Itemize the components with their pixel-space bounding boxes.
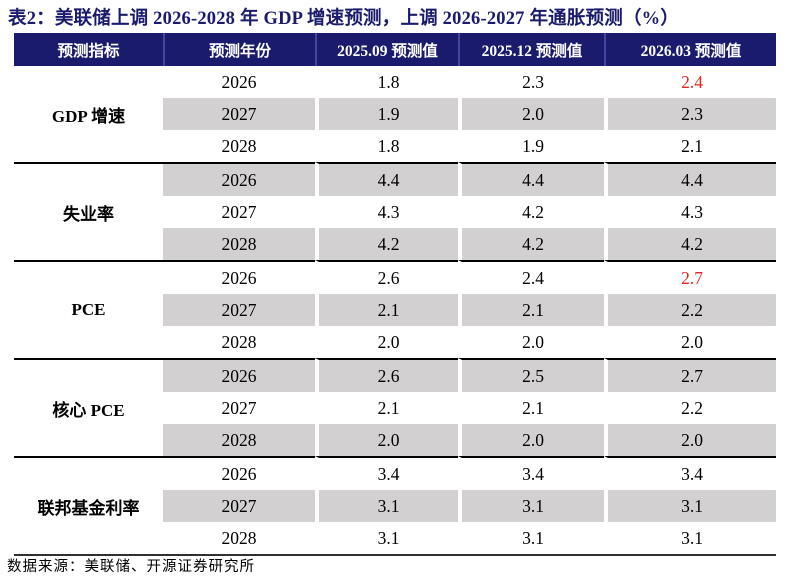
value-cell: 3.4 [458, 456, 604, 490]
indicator-cell: 失业率 [14, 162, 163, 260]
value-cell: 2.4 [458, 260, 604, 294]
table-row: GDP 增速 2026 1.8 2.3 2.4 [14, 66, 776, 162]
table-body: GDP 增速 2026 1.8 2.3 2.4 2027 1.9 2.0 2.3 2028 1.8 1… [14, 66, 776, 554]
table-row: 2028 3.1 3.1 3.1 [14, 522, 776, 554]
value-cell: 3.1 [604, 490, 776, 522]
year-cell: 2026 [163, 358, 315, 392]
column-header-0: 预测指标 [14, 33, 163, 66]
value-cell: 2.0 [604, 326, 776, 358]
value-cell: 2.1 [315, 392, 458, 424]
value-cell: 4.2 [458, 196, 604, 228]
value-cell: 2.5 [458, 358, 604, 392]
value-cell: 4.4 [315, 162, 458, 196]
table-row: 2027 4.3 4.2 4.3 [14, 196, 776, 228]
value-cell: 3.1 [458, 522, 604, 554]
value-cell: 2.0 [315, 326, 458, 358]
value-cell: 2.0 [458, 326, 604, 358]
column-header-4: 2026.03 预测值 [604, 33, 776, 66]
table-row: 核心 PCE 2026 2.6 2.5 2.7 [14, 358, 776, 456]
year-cell: 2027 [163, 196, 315, 228]
year-cell: 2027 [163, 98, 315, 130]
value-cell: 3.1 [315, 490, 458, 522]
value-cell: 4.4 [458, 162, 604, 196]
value-cell: 2.0 [315, 424, 458, 456]
value-cell: 4.4 [604, 162, 776, 196]
value-cell: 1.9 [315, 98, 458, 130]
value-cell: 4.3 [604, 196, 776, 228]
year-cell: 2026 [163, 260, 315, 294]
value-cell: 2.4 [604, 66, 776, 98]
year-cell: 2028 [163, 130, 315, 162]
table-row: 2028 1.8 1.9 2.1 [14, 130, 776, 162]
value-cell: 4.2 [315, 228, 458, 260]
table-row: 失业率 2026 4.4 4.4 4.4 [14, 162, 776, 260]
table-row: 2027 2.1 2.1 2.2 [14, 392, 776, 424]
value-cell: 2.1 [315, 294, 458, 326]
table-row: 2027 2.1 2.1 2.2 [14, 294, 776, 326]
value-cell: 2.0 [458, 98, 604, 130]
year-cell: 2026 [163, 162, 315, 196]
indicator-cell: GDP 增速 [14, 66, 163, 162]
forecast-table: 预测指标 预测年份 2025.09 预测值 2025.12 预测值 2026.03 预测… [14, 33, 776, 556]
year-cell: 2027 [163, 490, 315, 522]
value-cell: 2.1 [458, 294, 604, 326]
value-cell: 2.6 [315, 260, 458, 294]
table-row: 2027 1.9 2.0 2.3 [14, 98, 776, 130]
year-cell: 2028 [163, 424, 315, 456]
value-cell: 2.0 [604, 424, 776, 456]
year-cell: 2028 [163, 326, 315, 358]
indicator-cell: 核心 PCE [14, 358, 163, 456]
value-cell: 2.0 [458, 424, 604, 456]
value-cell: 4.2 [458, 228, 604, 260]
data-source-note: 数据来源：美联储、开源证券研究所 [7, 559, 255, 575]
table-row: PCE 2026 2.6 2.4 2.7 [14, 260, 776, 358]
year-cell: 2028 [163, 228, 315, 260]
value-cell: 1.8 [315, 66, 458, 98]
value-cell: 2.1 [604, 130, 776, 162]
column-header-3: 2025.12 预测值 [458, 33, 604, 66]
year-cell: 2026 [163, 66, 315, 98]
year-cell: 2027 [163, 392, 315, 424]
value-cell: 2.6 [315, 358, 458, 392]
value-cell: 3.1 [315, 522, 458, 554]
indicator-cell: 联邦基金利率 [14, 456, 163, 554]
value-cell: 3.4 [315, 456, 458, 490]
value-cell: 1.9 [458, 130, 604, 162]
column-header-1: 预测年份 [163, 33, 315, 66]
value-cell: 3.1 [458, 490, 604, 522]
value-cell: 4.2 [604, 228, 776, 260]
table-row: 2028 2.0 2.0 2.0 [14, 326, 776, 358]
table-row: 2027 3.1 3.1 3.1 [14, 490, 776, 522]
value-cell: 2.7 [604, 260, 776, 294]
table-title: 表2：美联储上调 2026-2028 年 GDP 增速预测，上调 2026-20… [8, 9, 680, 29]
value-cell: 2.7 [604, 358, 776, 392]
value-cell: 3.4 [604, 456, 776, 490]
value-cell: 4.3 [315, 196, 458, 228]
value-cell: 2.3 [458, 66, 604, 98]
value-cell: 2.2 [604, 294, 776, 326]
table-row: 联邦基金利率 2026 3.4 3.4 3.4 [14, 456, 776, 554]
value-cell: 1.8 [315, 130, 458, 162]
table-header: 预测指标 预测年份 2025.09 预测值 2025.12 预测值 2026.03 预测… [14, 33, 776, 66]
value-cell: 2.2 [604, 392, 776, 424]
header-row: 预测指标 预测年份 2025.09 预测值 2025.12 预测值 2026.03 预测… [14, 33, 776, 66]
table-row: 2028 4.2 4.2 4.2 [14, 228, 776, 260]
value-cell: 2.3 [604, 98, 776, 130]
indicator-cell: PCE [14, 260, 163, 358]
column-header-2: 2025.09 预测值 [315, 33, 458, 66]
table-row: 2028 2.0 2.0 2.0 [14, 424, 776, 456]
year-cell: 2026 [163, 456, 315, 490]
year-cell: 2028 [163, 522, 315, 554]
value-cell: 2.1 [458, 392, 604, 424]
year-cell: 2027 [163, 294, 315, 326]
value-cell: 3.1 [604, 522, 776, 554]
